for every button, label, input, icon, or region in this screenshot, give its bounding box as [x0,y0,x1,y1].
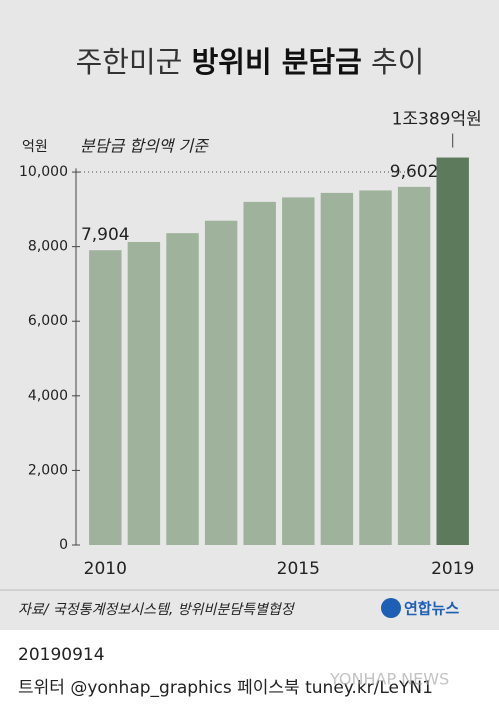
x-tick-label: 2015 [277,559,320,579]
bar [243,201,276,546]
logo: 연합뉴스 [404,600,459,618]
bar [436,157,469,545]
y-unit: 억원 [22,139,48,155]
value-label: 9,602 [390,162,439,182]
bar [282,197,315,545]
subtitle: 분담금 합의액 기준 [80,137,209,156]
footer: 트위터 @yonhap_graphics 페이스북 tuney.kr/LeYN1 [18,678,433,698]
bar [204,220,238,546]
value-label: 7,904 [81,225,130,245]
y-tick-label: 2,000 [28,462,68,478]
bar [166,233,199,546]
y-tick-label: 8,000 [28,239,68,255]
y-tick-label: 10,000 [19,164,68,180]
x-tick-label: 2019 [431,559,474,579]
x-tick-label: 2010 [84,559,127,579]
y-tick-label: 4,000 [28,388,68,404]
watermark: YONHAP NEWS [329,670,449,689]
y-tick-label: 6,000 [28,313,68,329]
title-part: 추이 [371,45,424,79]
bar [397,186,431,546]
source: 자료/ 국정통계정보시스템, 방위비분담특별협정 [18,602,296,618]
bar [359,190,392,545]
bar [89,250,122,545]
bar [320,192,354,545]
y-tick-label: 0 [59,537,68,553]
bar [127,241,161,545]
value-label: 1조389억원 [392,110,482,130]
title-part: 방위비 분담금 [192,45,362,79]
chart-title: 주한미군 방위비 분담금 추이 [76,45,425,79]
date: 20190914 [18,645,105,665]
logo-mark [381,598,401,618]
title-part: 주한미군 [76,45,183,79]
